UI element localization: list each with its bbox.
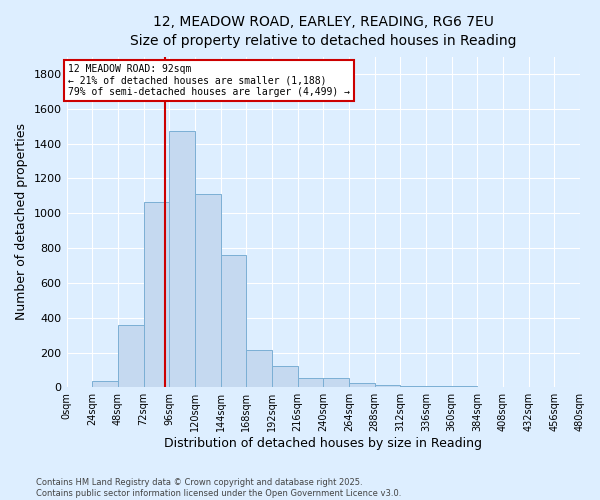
Bar <box>118 324 143 388</box>
Bar <box>298 378 323 388</box>
Bar <box>143 202 169 388</box>
Bar <box>426 386 452 388</box>
Bar <box>349 383 374 388</box>
Bar <box>221 255 246 388</box>
Text: Contains HM Land Registry data © Crown copyright and database right 2025.
Contai: Contains HM Land Registry data © Crown c… <box>36 478 401 498</box>
X-axis label: Distribution of detached houses by size in Reading: Distribution of detached houses by size … <box>164 437 482 450</box>
Text: 12 MEADOW ROAD: 92sqm
← 21% of detached houses are smaller (1,188)
79% of semi-d: 12 MEADOW ROAD: 92sqm ← 21% of detached … <box>68 64 350 97</box>
Bar <box>400 386 426 388</box>
Bar <box>246 350 272 388</box>
Bar <box>374 384 400 388</box>
Bar <box>169 132 195 388</box>
Bar <box>452 386 478 388</box>
Bar <box>272 366 298 388</box>
Title: 12, MEADOW ROAD, EARLEY, READING, RG6 7EU
Size of property relative to detached : 12, MEADOW ROAD, EARLEY, READING, RG6 7E… <box>130 15 517 48</box>
Bar <box>92 381 118 388</box>
Bar <box>323 378 349 388</box>
Y-axis label: Number of detached properties: Number of detached properties <box>15 124 28 320</box>
Bar <box>195 194 221 388</box>
